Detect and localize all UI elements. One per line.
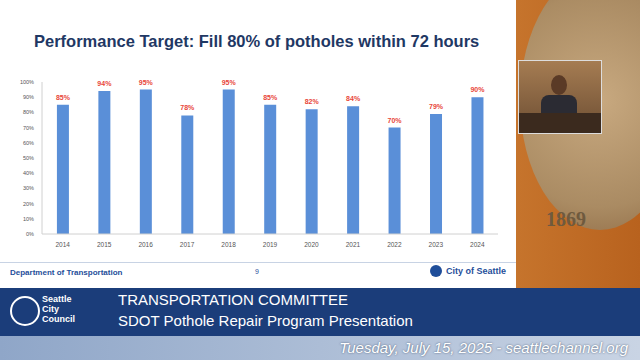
html-text:City of Seattle: City of Seattle: [446, 266, 506, 276]
svg-text:2020: 2020: [304, 241, 319, 248]
svg-text:2015: 2015: [97, 241, 112, 248]
svg-text:2014: 2014: [55, 241, 70, 248]
html-text:City: City: [42, 304, 59, 314]
html-text:Performance Target: Fill 80% o: Performance Target: Fill 80% of potholes…: [34, 32, 480, 50]
svg-text:95%: 95%: [222, 79, 237, 86]
svg-text:85%: 85%: [56, 94, 71, 101]
svg-text:20%: 20%: [23, 201, 34, 207]
svg-text:0%: 0%: [26, 231, 34, 237]
html-text:SDOT Pothole Repair Program Pr: SDOT Pothole Repair Program Presentation: [118, 312, 413, 329]
svg-text:50%: 50%: [23, 155, 34, 161]
svg-text:90%: 90%: [23, 94, 34, 100]
html-text:1869: 1869: [546, 208, 586, 230]
svg-text:100%: 100%: [20, 79, 34, 85]
svg-text:60%: 60%: [23, 140, 34, 146]
html-text:TRANSPORTATION COMMITTEE: TRANSPORTATION COMMITTEE: [118, 291, 348, 308]
svg-text:2021: 2021: [346, 241, 361, 248]
svg-text:2023: 2023: [429, 241, 444, 248]
svg-text:82%: 82%: [305, 98, 320, 105]
svg-text:90%: 90%: [470, 86, 485, 93]
svg-text:2019: 2019: [263, 241, 278, 248]
html-text:Tuesday, July 15, 2025 - seatt: Tuesday, July 15, 2025 - seattlechannel.…: [339, 339, 628, 356]
html-text:Council: Council: [42, 314, 75, 324]
svg-text:79%: 79%: [429, 103, 444, 110]
svg-text:78%: 78%: [180, 104, 195, 111]
svg-text:94%: 94%: [97, 80, 112, 87]
svg-text:40%: 40%: [23, 170, 34, 176]
html-text:Seattle: Seattle: [42, 294, 72, 304]
svg-text:2017: 2017: [180, 241, 195, 248]
svg-text:80%: 80%: [23, 109, 34, 115]
html-text:9: 9: [255, 268, 259, 275]
svg-text:85%: 85%: [263, 94, 278, 101]
svg-text:95%: 95%: [139, 79, 154, 86]
svg-text:2018: 2018: [221, 241, 236, 248]
svg-text:10%: 10%: [23, 216, 34, 222]
html-text:Department of Transportation: Department of Transportation: [10, 268, 123, 277]
svg-text:84%: 84%: [346, 95, 361, 102]
svg-text:30%: 30%: [23, 185, 34, 191]
svg-text:2024: 2024: [470, 241, 485, 248]
svg-text:2016: 2016: [138, 241, 153, 248]
svg-text:2022: 2022: [387, 241, 402, 248]
svg-text:70%: 70%: [23, 125, 34, 131]
svg-text:70%: 70%: [388, 117, 403, 124]
